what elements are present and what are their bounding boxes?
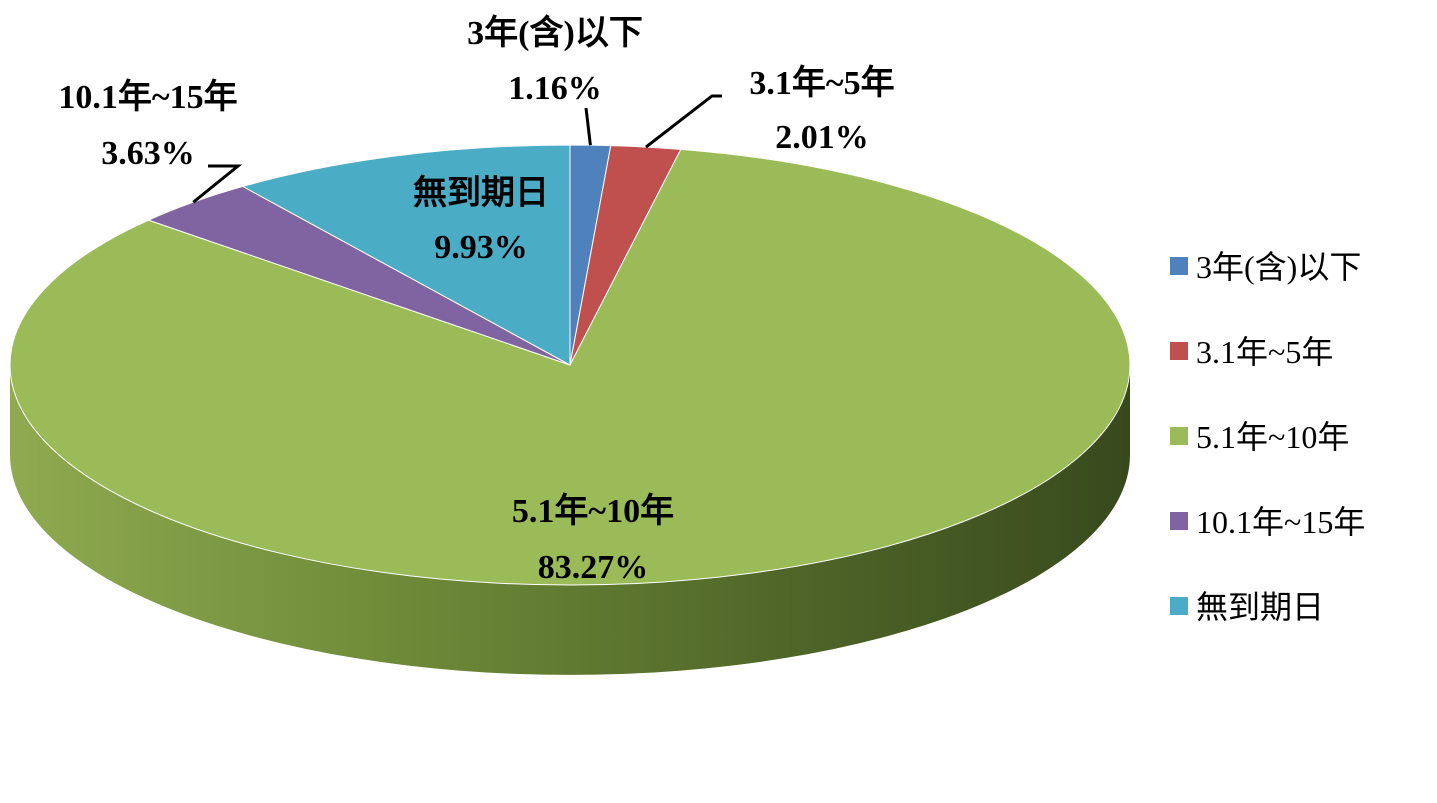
legend-label: 5.1年~10年 (1196, 419, 1349, 455)
slice-label-name: 5.1年~10年 (512, 492, 674, 530)
legend-item: 5.1年~10年 (1170, 419, 1349, 455)
legend-item: 無到期日 (1170, 589, 1324, 625)
legend-item: 3.1年~5年 (1170, 334, 1333, 370)
legend-label: 3年(含)以下 (1196, 249, 1361, 285)
pie-side-wall (10, 365, 1130, 675)
slice-label-value: 3.63% (101, 135, 195, 172)
data-label-3-1-to-5-years: 3.1年~5年 2.01% (749, 64, 894, 156)
slice-label-name: 10.1年~15年 (58, 78, 237, 116)
data-label-3-years-or-less: 3年(含)以下 1.16% (467, 14, 643, 107)
slice-label-name: 無到期日 (413, 174, 549, 212)
pie-slice (241, 144, 571, 366)
legend-swatch (1170, 257, 1188, 275)
leader-line (584, 107, 592, 146)
legend-label: 10.1年~15年 (1196, 504, 1365, 540)
legend-swatch (1170, 597, 1188, 615)
legend-swatch (1170, 427, 1188, 445)
slice-label-value: 1.16% (508, 70, 602, 107)
pie-top-face (9, 144, 1131, 586)
data-label-no-maturity: 無到期日 9.93% (413, 174, 549, 266)
legend-label: 無到期日 (1196, 589, 1324, 625)
slice-label-name: 3.1年~5年 (749, 64, 894, 102)
legend-item: 10.1年~15年 (1170, 504, 1365, 540)
slice-label-value: 83.27% (538, 549, 649, 586)
leader-line (192, 164, 243, 204)
slice-label-value: 2.01% (775, 119, 869, 156)
legend-swatch (1170, 342, 1188, 360)
slice-label-value: 9.93% (434, 229, 528, 266)
data-label-5-1-to-10-years: 5.1年~10年 83.27% (512, 492, 674, 586)
legend-label: 3.1年~5年 (1196, 334, 1333, 370)
legend-swatch (1170, 512, 1188, 530)
legend: 3年(含)以下 3.1年~5年 5.1年~10年 10.1年~15年 無到期日 (1170, 249, 1365, 625)
pie-slice (9, 148, 1131, 586)
data-label-10-1-to-15-years: 10.1年~15年 3.63% (58, 78, 237, 172)
leader-lines (192, 94, 722, 204)
leader-line (645, 94, 722, 149)
pie-side-wall-shape (10, 365, 1130, 675)
legend-item: 3年(含)以下 (1170, 249, 1361, 285)
slice-label-name: 3年(含)以下 (467, 14, 643, 52)
